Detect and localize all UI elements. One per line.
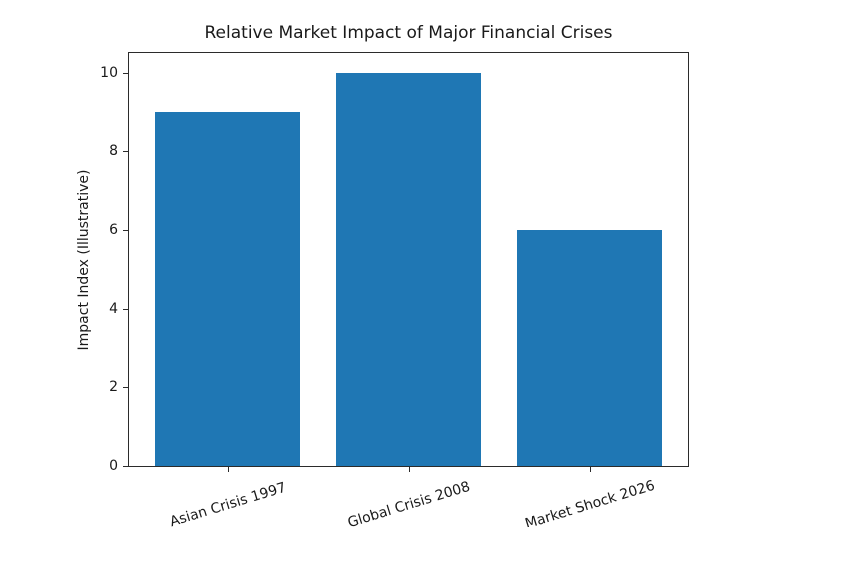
y-tick-mark bbox=[123, 466, 128, 467]
y-tick-label: 10 bbox=[100, 65, 118, 81]
x-tick-mark bbox=[589, 467, 591, 472]
y-tick-label: 0 bbox=[109, 458, 118, 474]
bar-2 bbox=[336, 73, 481, 466]
bar-1 bbox=[155, 112, 300, 466]
y-tick-mark bbox=[123, 230, 128, 231]
y-tick-mark bbox=[123, 387, 128, 388]
x-tick-label-3: Market Shock 2026 bbox=[522, 477, 657, 527]
y-tick-label: 8 bbox=[109, 143, 118, 159]
x-tick-label-1: Asian Crisis 1997 bbox=[167, 479, 288, 527]
y-tick-label: 4 bbox=[109, 301, 118, 317]
x-tick-mark bbox=[227, 467, 229, 472]
x-tick-label-2: Global Crisis 2008 bbox=[345, 478, 472, 527]
x-tick-mark bbox=[408, 467, 410, 472]
y-tick-mark bbox=[123, 309, 128, 310]
y-tick-mark bbox=[123, 151, 128, 152]
y-tick-mark bbox=[123, 73, 128, 74]
plot-area bbox=[128, 52, 689, 467]
bar-3 bbox=[517, 230, 662, 466]
chart-title: Relative Market Impact of Major Financia… bbox=[204, 23, 613, 43]
y-axis-label: Impact Index (Illustrative) bbox=[76, 169, 92, 351]
y-tick-label: 6 bbox=[109, 222, 118, 238]
figure-clip-region: Relative Market Impact of Major Financia… bbox=[76, 23, 689, 527]
y-tick-label: 2 bbox=[109, 379, 118, 395]
